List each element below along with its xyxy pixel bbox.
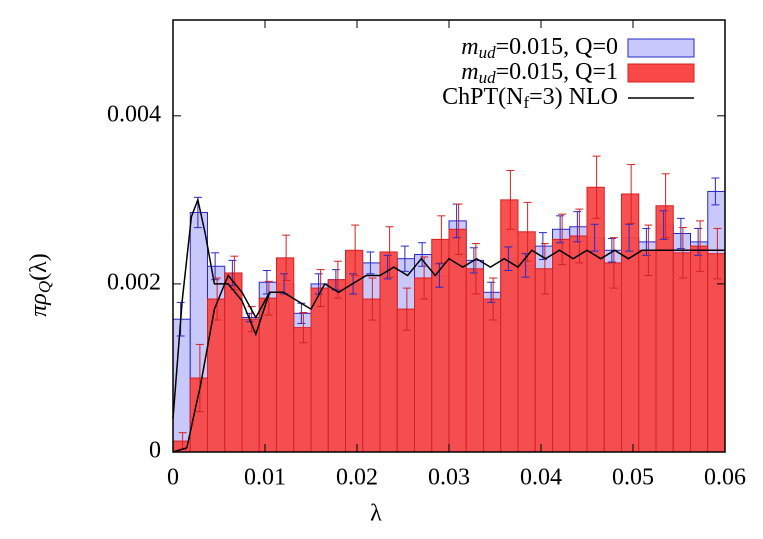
error-bar xyxy=(454,203,463,255)
bar xyxy=(310,287,329,453)
legend-label: mud=0.015, Q=1 xyxy=(461,59,618,87)
error-bar xyxy=(575,208,584,264)
error-bar xyxy=(213,277,222,321)
legend-swatch xyxy=(627,38,695,58)
error-bar xyxy=(437,215,446,264)
error-bar xyxy=(487,281,496,303)
bar xyxy=(569,235,588,453)
error-bar xyxy=(282,234,291,282)
bar xyxy=(189,377,208,453)
error-bar xyxy=(506,169,515,230)
error-bar xyxy=(211,252,220,281)
x-tick-label: 0.01 xyxy=(244,465,286,491)
error-bar xyxy=(418,242,427,267)
error-bar xyxy=(659,210,668,240)
error-bar xyxy=(504,246,513,271)
bar xyxy=(690,245,709,453)
error-bar xyxy=(625,223,634,252)
legend-label: mud=0.015, Q=0 xyxy=(461,34,618,62)
error-bar xyxy=(696,220,705,272)
error-bar xyxy=(590,223,599,252)
bar xyxy=(327,279,346,453)
error-bar xyxy=(661,173,670,239)
x-tick-label: 0.06 xyxy=(704,465,746,491)
bar xyxy=(379,251,398,453)
y-tick-label: 0.002 xyxy=(107,269,161,295)
bar xyxy=(276,257,295,453)
error-bar xyxy=(627,164,636,224)
y-tick-label: 0.004 xyxy=(107,101,161,127)
bar xyxy=(586,186,605,453)
x-axis-label: λ xyxy=(370,501,382,527)
bar xyxy=(258,297,277,453)
bar xyxy=(345,249,364,453)
x-tick-label: 0.03 xyxy=(428,465,470,491)
x-tick-label: 0.02 xyxy=(336,465,378,491)
bar xyxy=(483,298,502,453)
bar xyxy=(672,252,691,453)
error-bar xyxy=(592,155,601,219)
error-bar xyxy=(351,224,360,277)
error-bar xyxy=(420,256,429,300)
bar xyxy=(362,298,381,453)
bar xyxy=(500,199,519,453)
error-bar xyxy=(678,227,687,279)
error-bar xyxy=(435,263,444,288)
bar xyxy=(707,253,726,453)
error-bar xyxy=(540,243,549,295)
bar xyxy=(465,268,484,453)
x-tick-label: 0 xyxy=(167,465,179,491)
error-bar xyxy=(402,287,411,331)
bar xyxy=(207,298,226,453)
error-bar xyxy=(711,177,720,206)
error-bar xyxy=(556,215,565,244)
bar xyxy=(293,327,312,453)
error-bar xyxy=(523,201,532,262)
error-bar xyxy=(676,217,685,250)
bar xyxy=(414,277,433,453)
bar xyxy=(621,193,640,453)
error-bar xyxy=(383,254,392,280)
y-axis-label: πρQ(λ) xyxy=(26,253,54,316)
error-bar xyxy=(607,238,616,263)
error-bar xyxy=(368,277,377,321)
bar xyxy=(603,262,622,453)
bar xyxy=(241,318,260,453)
bar xyxy=(552,238,571,453)
error-bar xyxy=(366,251,375,275)
error-bar xyxy=(609,237,618,289)
error-bar xyxy=(299,311,308,344)
error-bar xyxy=(558,213,567,266)
error-bar xyxy=(316,269,325,308)
bar xyxy=(431,238,450,453)
bar xyxy=(448,228,467,453)
legend-label: ChPT(Nf=3) NLO xyxy=(442,84,618,112)
bar xyxy=(638,249,657,453)
bar xyxy=(655,205,674,453)
x-tick-label: 0.05 xyxy=(612,465,654,491)
x-tick-label: 0.04 xyxy=(520,465,562,491)
error-bar xyxy=(573,211,582,243)
bar xyxy=(534,268,553,453)
error-bar xyxy=(195,343,204,413)
error-bar xyxy=(400,245,409,272)
curve xyxy=(172,274,284,453)
error-bar xyxy=(471,243,480,295)
y-tick-label: 0 xyxy=(149,438,161,464)
legend-swatch xyxy=(627,63,695,83)
error-bar xyxy=(713,227,722,280)
error-bar xyxy=(489,277,498,321)
bar xyxy=(224,272,243,453)
curve xyxy=(172,197,725,419)
error-bar xyxy=(264,280,273,316)
